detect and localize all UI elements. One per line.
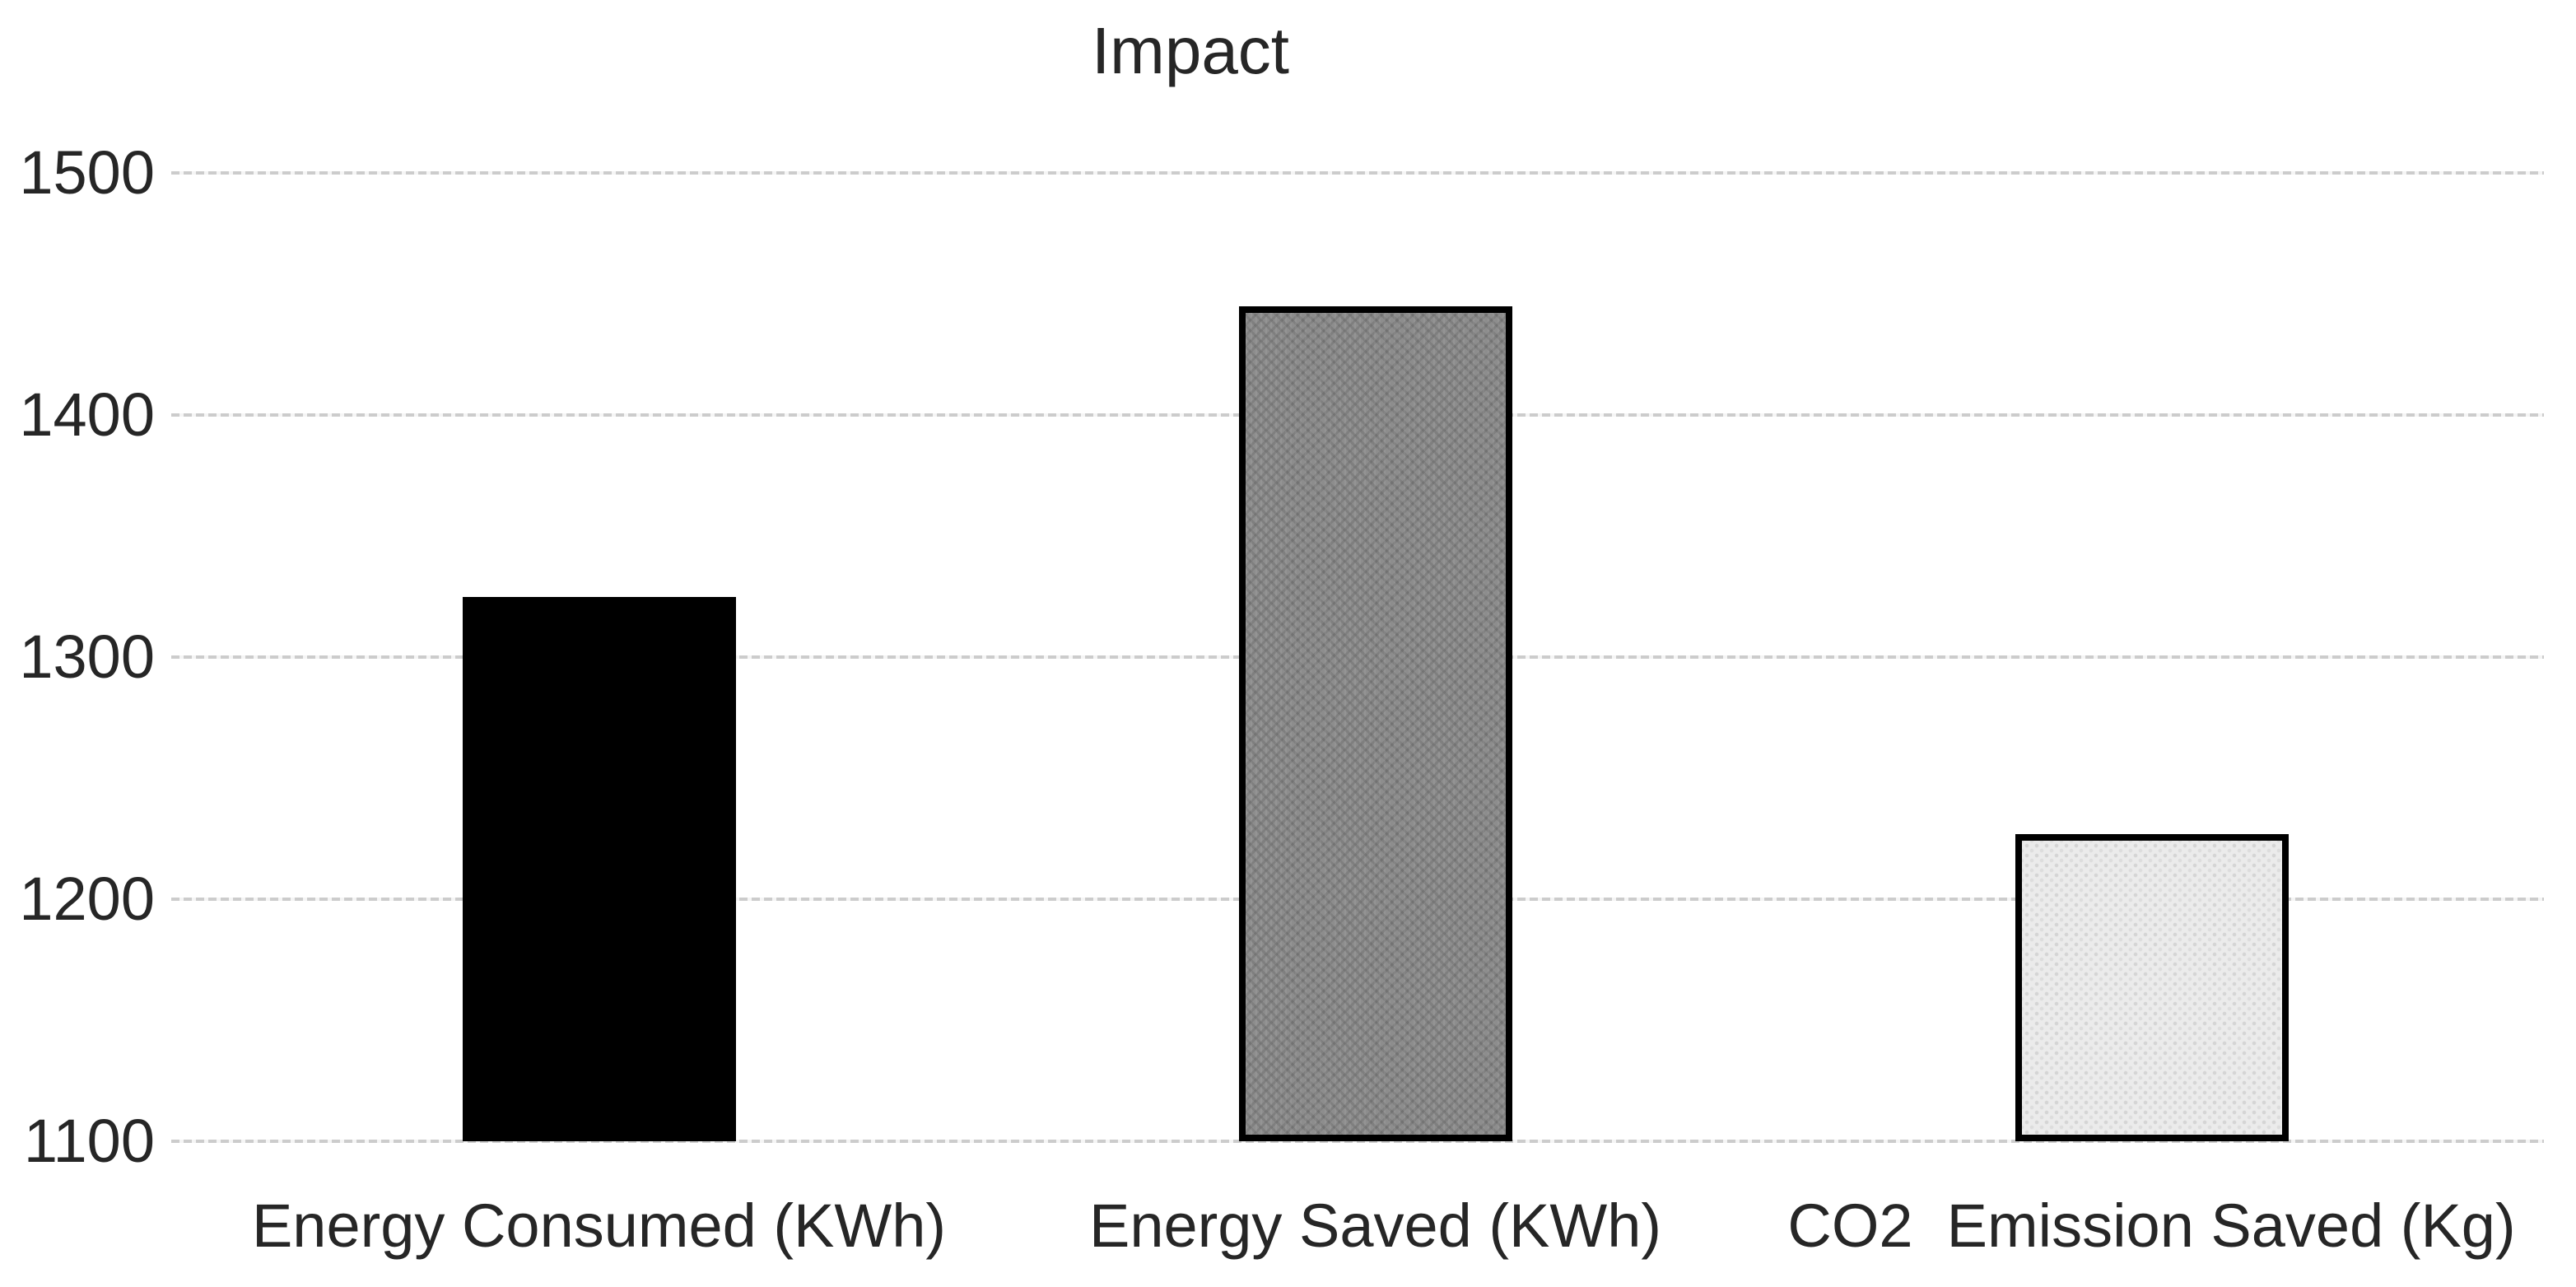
x-category-label-co2-emission-saved-kg: CO2 Emission Saved (Kg) [1787,1191,2516,1260]
y-tick-label-1300: 1300 [19,623,155,691]
bar-energy-consumed-kwh [462,596,736,1141]
y-gridline-1100 [171,1140,2544,1143]
y-tick-label-1500: 1500 [19,138,155,207]
x-category-label-energy-consumed-kwh: Energy Consumed (KWh) [251,1191,947,1260]
y-gridline-1500 [171,171,2544,175]
x-category-label-energy-saved-kwh: Energy Saved (KWh) [1088,1191,1662,1260]
bar-energy-saved-kwh [1238,305,1512,1141]
bar-co2-emission-saved-kg [2015,833,2289,1141]
chart-title: Impact [1091,14,1290,87]
y-tick-label-1200: 1200 [19,865,155,933]
y-tick-label-1400: 1400 [19,380,155,449]
y-tick-label-1100: 1100 [23,1107,155,1175]
